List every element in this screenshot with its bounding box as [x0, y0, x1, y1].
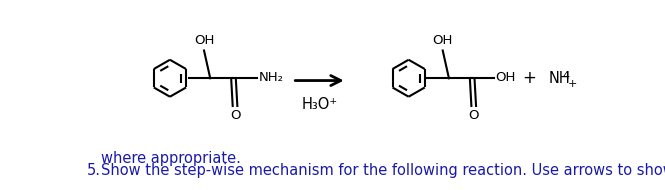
Text: +: + — [522, 69, 536, 87]
Text: O: O — [230, 109, 240, 122]
Text: 5.: 5. — [87, 163, 101, 178]
Text: NH: NH — [548, 71, 570, 86]
Text: OH: OH — [495, 71, 516, 84]
Text: H₃O⁺: H₃O⁺ — [301, 97, 338, 112]
Text: Show the step-wise mechanism for the following reaction. Use arrows to show elec: Show the step-wise mechanism for the fol… — [101, 163, 665, 178]
Text: NH₂: NH₂ — [258, 71, 283, 84]
Text: OH: OH — [194, 34, 214, 48]
Text: 4: 4 — [562, 71, 569, 81]
Text: +: + — [567, 79, 577, 89]
Text: where appropriate.: where appropriate. — [101, 151, 241, 166]
Text: O: O — [468, 109, 479, 122]
Text: OH: OH — [432, 34, 453, 48]
